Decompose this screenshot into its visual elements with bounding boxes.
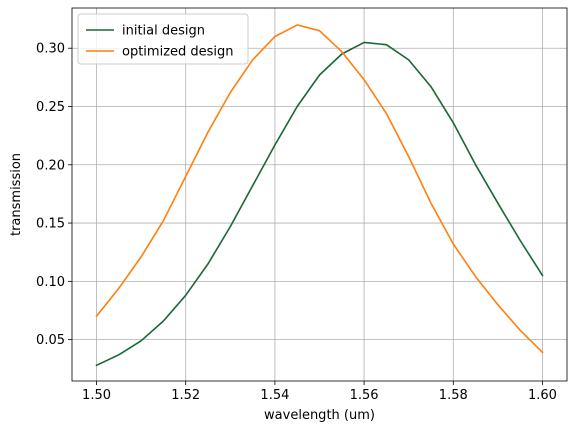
- x-tick-label: 1.56: [350, 388, 379, 403]
- legend-label: optimized design: [122, 45, 234, 60]
- x-tick-label: 1.54: [260, 388, 289, 403]
- y-tick-label: 0.05: [36, 333, 65, 348]
- x-tick-label: 1.50: [82, 388, 111, 403]
- legend-label: initial design: [122, 24, 205, 39]
- legend-box: [77, 13, 249, 65]
- y-axis: 0.05 0.10 0.15 0.20 0.25 0.30: [36, 42, 72, 348]
- legend: initial design optimized design: [77, 13, 249, 65]
- series-line-1: [95, 41, 544, 367]
- x-axis-title: wavelength (um): [264, 408, 375, 423]
- y-tick-label: 0.25: [36, 100, 65, 115]
- y-axis-title: transmission: [9, 153, 24, 236]
- y-tick-label: 0.30: [36, 42, 65, 57]
- y-tick-label: 0.20: [36, 158, 65, 173]
- plot-frame: [71, 7, 568, 382]
- y-tick-label: 0.15: [36, 217, 65, 232]
- x-tick-label: 1.52: [171, 388, 200, 403]
- x-tick-label: 1.60: [528, 388, 557, 403]
- x-tick-label: 1.58: [439, 388, 468, 403]
- y-tick-label: 0.10: [36, 275, 65, 290]
- x-axis: 1.50 1.52 1.54 1.56 1.58 1.60: [82, 381, 557, 403]
- series-line-2: [95, 24, 544, 354]
- series-lines: [95, 24, 544, 367]
